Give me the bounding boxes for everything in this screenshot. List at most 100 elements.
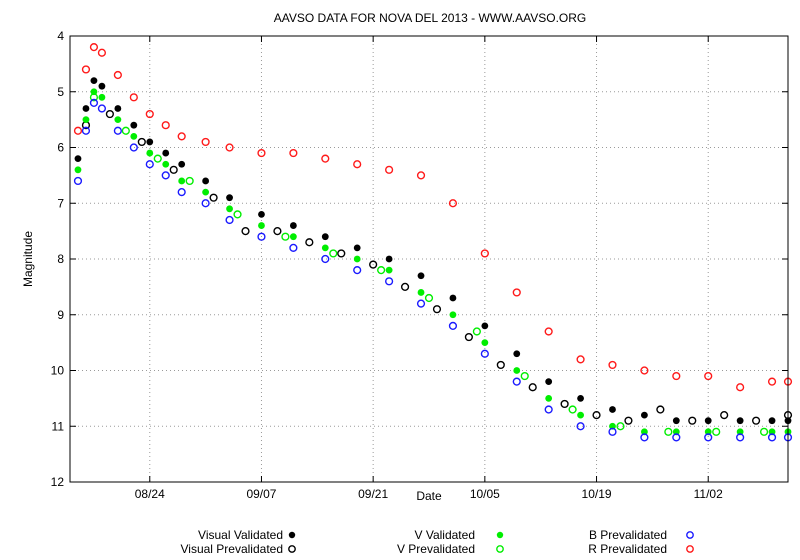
v-validated-point bbox=[417, 289, 425, 296]
v-validated-point bbox=[130, 132, 138, 140]
v-validated-point bbox=[704, 428, 712, 436]
r-prevalidated-point bbox=[81, 65, 91, 74]
visual-validated-point bbox=[609, 406, 616, 413]
v-validated-point bbox=[162, 160, 170, 168]
b-prevalidated-point bbox=[145, 160, 154, 169]
visual-prevalidated-point bbox=[337, 249, 346, 258]
visual-prevalidated-point bbox=[137, 137, 146, 147]
b-prevalidated-point bbox=[321, 254, 330, 264]
visual-validated-point bbox=[545, 378, 553, 386]
b-prevalidated-point bbox=[672, 433, 681, 442]
r-prevalidated-point bbox=[161, 121, 170, 130]
x-axis-label: Date bbox=[416, 489, 442, 503]
visual-validated-point bbox=[258, 211, 265, 218]
v-validated-point bbox=[385, 266, 393, 274]
visual-validated-point bbox=[321, 233, 329, 241]
visual-validated-point bbox=[162, 149, 170, 157]
v-prevalidated-point bbox=[664, 427, 673, 436]
visual-validated-point bbox=[704, 417, 712, 425]
v-prevalidated-point bbox=[759, 427, 769, 436]
r-prevalidated-point bbox=[704, 371, 713, 381]
visual-validated-point bbox=[385, 255, 393, 263]
visual-validated-point bbox=[672, 417, 680, 425]
v-prevalidated-point bbox=[616, 422, 625, 431]
v-validated-point bbox=[146, 149, 154, 157]
legend-label: V Validated bbox=[415, 528, 476, 542]
b-prevalidated-point bbox=[89, 98, 99, 108]
visual-prevalidated-point bbox=[560, 399, 569, 409]
chart-title: AAVSO DATA FOR NOVA DEL 2013 - WWW.AAVSO… bbox=[274, 11, 587, 25]
v-prevalidated-point bbox=[377, 266, 386, 275]
v-prevalidated-point bbox=[281, 232, 290, 241]
legend-marker bbox=[496, 545, 504, 553]
v-prevalidated-point bbox=[153, 154, 162, 163]
b-prevalidated-point bbox=[704, 433, 713, 442]
x-tick-label: 08/24 bbox=[135, 487, 165, 501]
visual-prevalidated-point bbox=[305, 238, 314, 247]
b-prevalidated-point bbox=[576, 422, 585, 431]
x-tick-label: 09/07 bbox=[246, 487, 276, 501]
v-validated-point bbox=[289, 233, 297, 241]
b-prevalidated-point bbox=[129, 143, 138, 152]
visual-prevalidated-point bbox=[369, 260, 378, 269]
visual-validated-point bbox=[178, 160, 186, 168]
b-prevalidated-point bbox=[544, 405, 553, 414]
v-validated-point bbox=[98, 93, 106, 101]
v-validated-point bbox=[202, 188, 210, 196]
visual-validated-point bbox=[114, 105, 122, 112]
v-prevalidated-point bbox=[185, 176, 194, 186]
x-tick-label: 11/02 bbox=[694, 487, 723, 501]
y-tick-label: 8 bbox=[57, 252, 64, 266]
visual-prevalidated-series bbox=[81, 109, 793, 425]
b-prevalidated-point bbox=[113, 126, 122, 135]
y-axis-label: Magnitude bbox=[21, 231, 35, 287]
r-prevalidated-point bbox=[321, 154, 330, 163]
data-points bbox=[73, 43, 793, 442]
legend-label: B Prevalidated bbox=[589, 528, 667, 542]
visual-prevalidated-point bbox=[241, 227, 250, 236]
b-prevalidated-point bbox=[97, 104, 107, 113]
plot-area bbox=[69, 35, 789, 483]
r-prevalidated-point bbox=[736, 383, 745, 392]
v-validated-point bbox=[258, 222, 265, 229]
r-prevalidated-point bbox=[385, 165, 394, 174]
visual-prevalidated-point bbox=[656, 405, 665, 414]
visual-validated-point bbox=[90, 77, 98, 84]
legend-marker bbox=[686, 531, 694, 539]
b-prevalidated-point bbox=[161, 171, 170, 180]
r-prevalidated-point bbox=[767, 377, 777, 386]
r-prevalidated-point bbox=[289, 148, 298, 158]
r-prevalidated-point bbox=[97, 48, 107, 57]
visual-prevalidated-point bbox=[432, 305, 442, 314]
visual-validated-point bbox=[353, 244, 361, 252]
b-prevalidated-point bbox=[353, 266, 362, 275]
r-prevalidated-point bbox=[201, 137, 210, 147]
visual-prevalidated-point bbox=[592, 411, 601, 420]
legend-label: V Prevalidated bbox=[397, 542, 475, 556]
b-prevalidated-point bbox=[416, 299, 426, 308]
v-prevalidated-point bbox=[568, 405, 577, 414]
v-prevalidated-point bbox=[329, 249, 338, 258]
v-prevalidated-point bbox=[121, 126, 130, 135]
visual-validated-series bbox=[74, 77, 792, 425]
legend-marker bbox=[288, 545, 296, 553]
v-validated-point bbox=[736, 428, 744, 436]
r-prevalidated-point bbox=[576, 355, 585, 364]
y-tick-label: 5 bbox=[57, 85, 64, 99]
b-prevalidated-point bbox=[767, 433, 777, 442]
visual-validated-point bbox=[417, 272, 425, 280]
r-prevalidated-point bbox=[73, 126, 83, 135]
x-tick-label: 10/05 bbox=[470, 487, 500, 501]
v-validated-point bbox=[321, 244, 329, 252]
y-tick-label: 9 bbox=[57, 308, 64, 322]
b-prevalidated-point bbox=[736, 433, 745, 442]
visual-validated-point bbox=[513, 350, 521, 358]
visual-prevalidated-point bbox=[209, 193, 218, 202]
r-prevalidated-point bbox=[640, 366, 649, 375]
y-tick-label: 11 bbox=[52, 419, 65, 433]
visual-prevalidated-point bbox=[751, 416, 761, 425]
visual-validated-point bbox=[577, 394, 584, 402]
r-prevalidated-point bbox=[89, 43, 99, 52]
b-prevalidated-point bbox=[225, 215, 234, 225]
